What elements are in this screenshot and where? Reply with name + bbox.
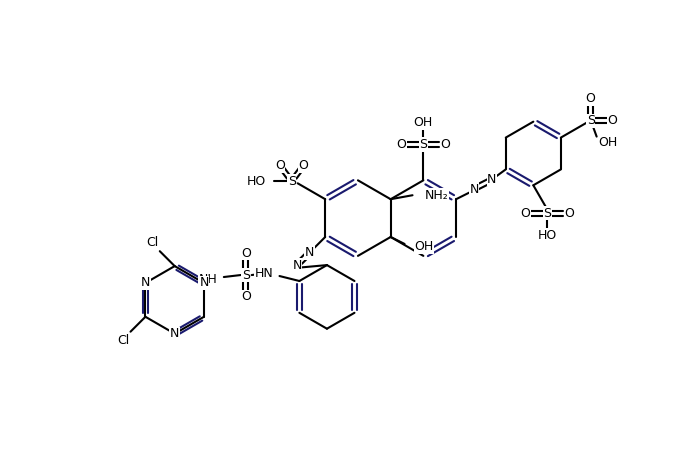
Text: O: O bbox=[521, 207, 530, 220]
Text: NH₂: NH₂ bbox=[425, 189, 448, 202]
Text: N: N bbox=[469, 183, 479, 196]
Text: S: S bbox=[287, 175, 296, 188]
Text: N: N bbox=[487, 173, 496, 186]
Text: O: O bbox=[564, 207, 574, 220]
Text: HO: HO bbox=[537, 229, 557, 242]
Text: O: O bbox=[397, 138, 406, 151]
Text: O: O bbox=[241, 290, 251, 303]
Text: NH: NH bbox=[199, 273, 218, 286]
Text: S: S bbox=[587, 114, 594, 127]
Text: O: O bbox=[441, 138, 450, 151]
Text: Cl: Cl bbox=[118, 334, 129, 347]
Text: HN: HN bbox=[255, 267, 274, 280]
Text: HO: HO bbox=[246, 175, 266, 188]
Text: OH: OH bbox=[415, 240, 434, 254]
Text: OH: OH bbox=[413, 116, 433, 129]
Text: N: N bbox=[170, 327, 180, 340]
Text: S: S bbox=[544, 207, 551, 220]
Text: O: O bbox=[608, 114, 617, 127]
Text: Cl: Cl bbox=[147, 236, 159, 249]
Text: O: O bbox=[241, 247, 251, 260]
Text: N: N bbox=[199, 276, 209, 289]
Text: S: S bbox=[242, 268, 250, 281]
Text: O: O bbox=[275, 159, 285, 172]
Text: OH: OH bbox=[599, 136, 618, 149]
Text: N: N bbox=[292, 259, 302, 272]
Text: S: S bbox=[420, 138, 427, 151]
Text: N: N bbox=[141, 276, 150, 289]
Text: O: O bbox=[586, 92, 596, 105]
Text: N: N bbox=[305, 246, 315, 259]
Text: O: O bbox=[299, 159, 308, 172]
